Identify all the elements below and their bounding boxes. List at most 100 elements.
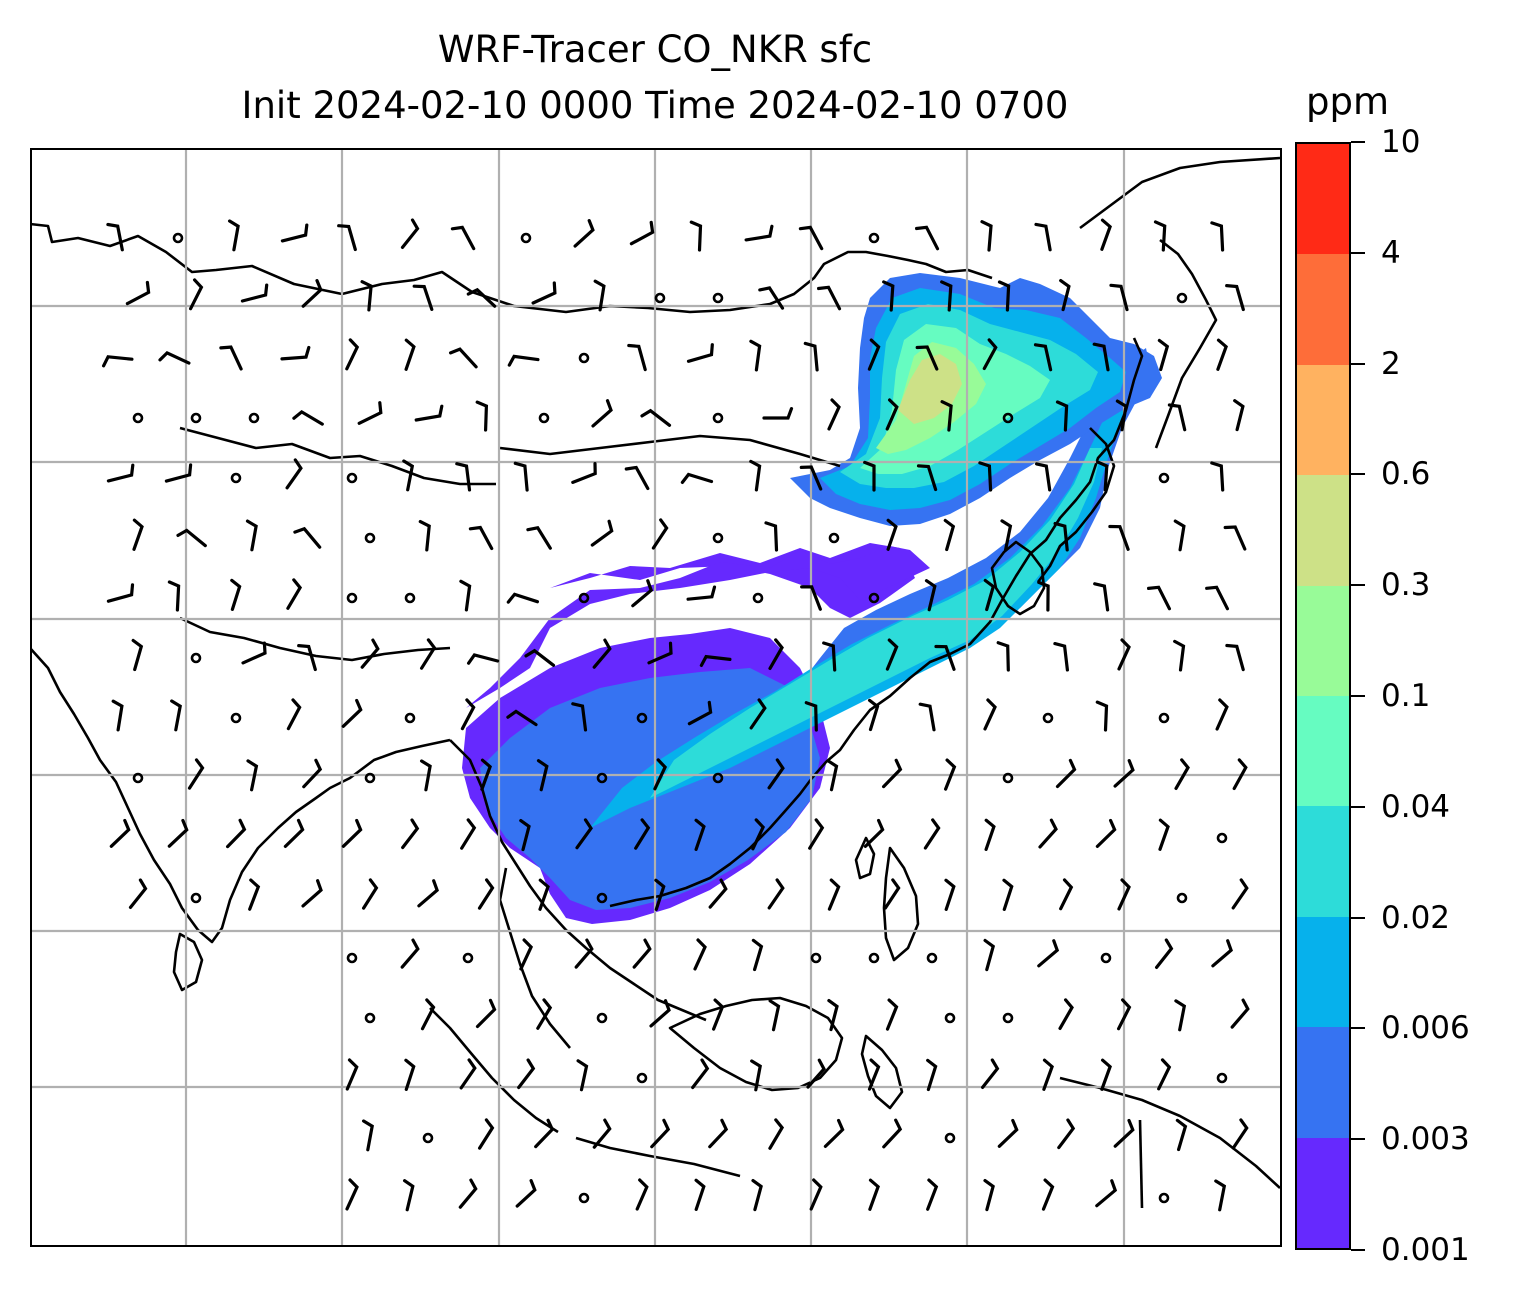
wind-barb — [1092, 342, 1110, 372]
wind-barb-calm — [868, 952, 880, 964]
wind-barb-calm — [926, 952, 938, 964]
wind-barb — [1113, 759, 1135, 788]
wind-barb — [882, 280, 895, 312]
wind-barb — [650, 1118, 671, 1149]
coastline-coast-ne — [1154, 238, 1218, 449]
wind-barb — [132, 518, 144, 551]
wind-barb-calm — [1158, 1192, 1170, 1204]
plume-contour — [466, 546, 930, 708]
wind-barb — [468, 525, 494, 551]
wind-barb — [1037, 580, 1050, 612]
wind-barb — [822, 641, 837, 672]
wind-barb — [534, 1118, 555, 1149]
colorbar-unit-label: ppm — [1306, 80, 1390, 123]
wind-barb — [337, 224, 357, 252]
wind-barb — [627, 343, 647, 372]
wind-barb — [418, 520, 431, 552]
coastline-philippines — [882, 846, 920, 962]
colorbar-band — [1297, 1137, 1349, 1248]
colorbar-tick-label: 0.001 — [1381, 1232, 1470, 1268]
wind-barb — [459, 1058, 477, 1090]
wind-barb — [808, 818, 825, 850]
colorbar-tick — [1351, 362, 1365, 365]
wind-barb — [458, 1178, 478, 1209]
wind-barb — [1034, 222, 1052, 252]
wind-barb — [478, 1118, 495, 1150]
wind-barb — [1211, 939, 1233, 968]
wind-barb — [1175, 1118, 1188, 1152]
coastline-japan — [1036, 427, 1116, 583]
wind-barb — [940, 400, 953, 432]
coastline-india — [30, 647, 451, 944]
wind-barb — [885, 398, 899, 431]
colorbar-tick — [1351, 695, 1365, 697]
wind-barb-calm — [596, 772, 608, 784]
wind-barb — [982, 338, 998, 371]
wind-barb — [459, 579, 472, 612]
wind-barb — [167, 818, 189, 848]
wind-barb — [1225, 643, 1245, 672]
wind-barb-calm — [230, 712, 242, 724]
wind-barb-calm — [712, 292, 724, 304]
wind-barb — [526, 526, 552, 550]
colorbar-band — [1297, 806, 1349, 917]
wind-barb — [640, 408, 672, 427]
wind-barb — [803, 341, 819, 372]
wind-barb-calm — [578, 1192, 590, 1204]
wind-barb — [460, 818, 477, 850]
wind-barb-calm — [654, 292, 666, 304]
wind-barb — [762, 407, 794, 420]
wind-barb — [764, 521, 779, 552]
wind-barb — [1173, 519, 1186, 552]
wind-barb — [823, 1118, 845, 1148]
border-central-asia — [179, 426, 496, 486]
wind-barb — [1232, 758, 1248, 791]
colorbar-tick-label: 0.1 — [1381, 678, 1431, 714]
wind-barb — [1033, 343, 1053, 372]
wind-barb — [768, 638, 784, 670]
wind-barb — [882, 758, 903, 789]
wind-barb — [571, 702, 588, 732]
wind-barb — [635, 1178, 649, 1211]
colorbar-tick — [1351, 1027, 1365, 1030]
wind-barb-calm — [404, 592, 416, 604]
wind-barb — [868, 698, 880, 732]
wind-barb — [1214, 1179, 1227, 1212]
wind-barb — [341, 698, 363, 728]
wind-barb — [592, 1118, 612, 1149]
wind-barb — [189, 278, 204, 311]
wind-barb — [827, 999, 839, 1032]
wind-barb — [357, 401, 383, 425]
wind-barb — [767, 878, 785, 910]
wind-barb — [1108, 524, 1130, 551]
wind-barb — [576, 1059, 589, 1092]
wind-barb — [694, 1178, 706, 1211]
coastline-java — [575, 1136, 741, 1178]
wind-barb — [653, 758, 668, 791]
wind-barb-calm — [1216, 832, 1228, 844]
colorbar — [1295, 142, 1351, 1250]
wind-barb — [164, 463, 193, 483]
wind-barb — [886, 518, 898, 551]
wind-barb — [402, 459, 415, 492]
wind-barb — [536, 759, 549, 792]
wind-barb — [345, 1058, 359, 1091]
wind-barb-calm — [364, 772, 376, 784]
wind-barb — [926, 1178, 939, 1211]
wind-barb — [800, 585, 822, 611]
coastline-new-guinea — [1059, 1076, 1280, 1189]
wind-barb-calm — [712, 772, 724, 784]
wind-barb — [286, 698, 302, 731]
wind-barb-calm — [868, 592, 880, 604]
wind-barb — [1057, 1118, 1076, 1150]
wind-barb — [883, 878, 901, 910]
wind-barb — [591, 399, 613, 428]
wind-barb — [1113, 1118, 1135, 1148]
wind-barb — [649, 999, 671, 1028]
colorbar-tick — [1351, 141, 1365, 143]
map-gridlines — [30, 148, 1280, 1245]
wind-barb — [693, 938, 707, 971]
wind-barb — [1042, 1058, 1054, 1091]
wind-barb — [531, 281, 557, 305]
coastlines — [30, 156, 1280, 1209]
